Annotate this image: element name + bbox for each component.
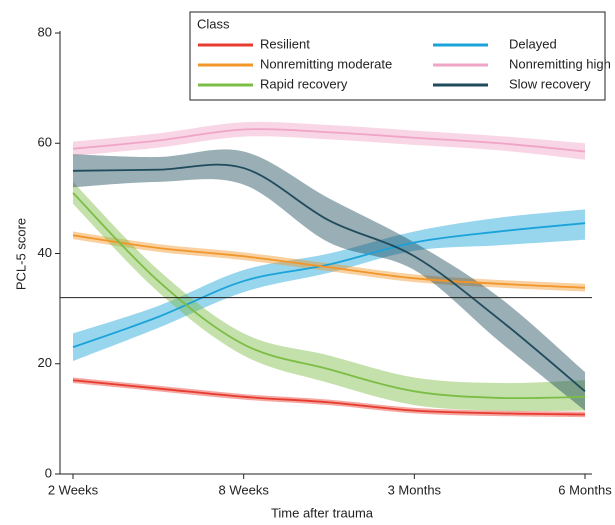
legend-box <box>189 11 606 101</box>
legend: Class Resilient Delayed Nonremitting modera… <box>189 11 611 101</box>
series-line <box>72 234 586 289</box>
legend-label: Rapid recovery <box>260 76 348 91</box>
axes: 0 20 40 60 80 2 Weeks 8 Weeks 3 Months 6 Months <box>38 24 613 497</box>
series-line <box>72 163 586 393</box>
y-tick-label: 0 <box>45 465 52 480</box>
legend-title: Class <box>197 16 230 31</box>
bands <box>73 121 585 418</box>
series-line <box>72 192 586 400</box>
lines <box>72 128 586 416</box>
x-tick-label: 8 Weeks <box>218 482 269 497</box>
x-tick-label: 2 Weeks <box>48 482 99 497</box>
x-tick-label: 3 Months <box>388 482 442 497</box>
series-line <box>72 379 586 416</box>
series-line <box>72 128 586 153</box>
legend-label: Delayed <box>509 36 557 51</box>
y-tick-label: 40 <box>38 245 52 260</box>
series-line <box>72 222 586 349</box>
y-tick-label: 60 <box>38 135 52 150</box>
confidence-band <box>73 209 585 361</box>
legend-label: Nonremitting high <box>509 56 611 71</box>
x-axis-label: Time after trauma <box>271 505 374 520</box>
legend-label: Slow recovery <box>509 76 591 91</box>
x-tick-label: 6 Months <box>558 482 612 497</box>
y-tick-label: 80 <box>38 24 52 39</box>
legend-label: Nonremitting moderate <box>260 56 392 71</box>
confidence-band <box>73 121 585 160</box>
legend-label: Resilient <box>260 36 310 51</box>
confidence-band <box>73 149 585 411</box>
y-axis-label: PCL-5 score <box>13 218 28 290</box>
y-tick-label: 20 <box>38 355 52 370</box>
